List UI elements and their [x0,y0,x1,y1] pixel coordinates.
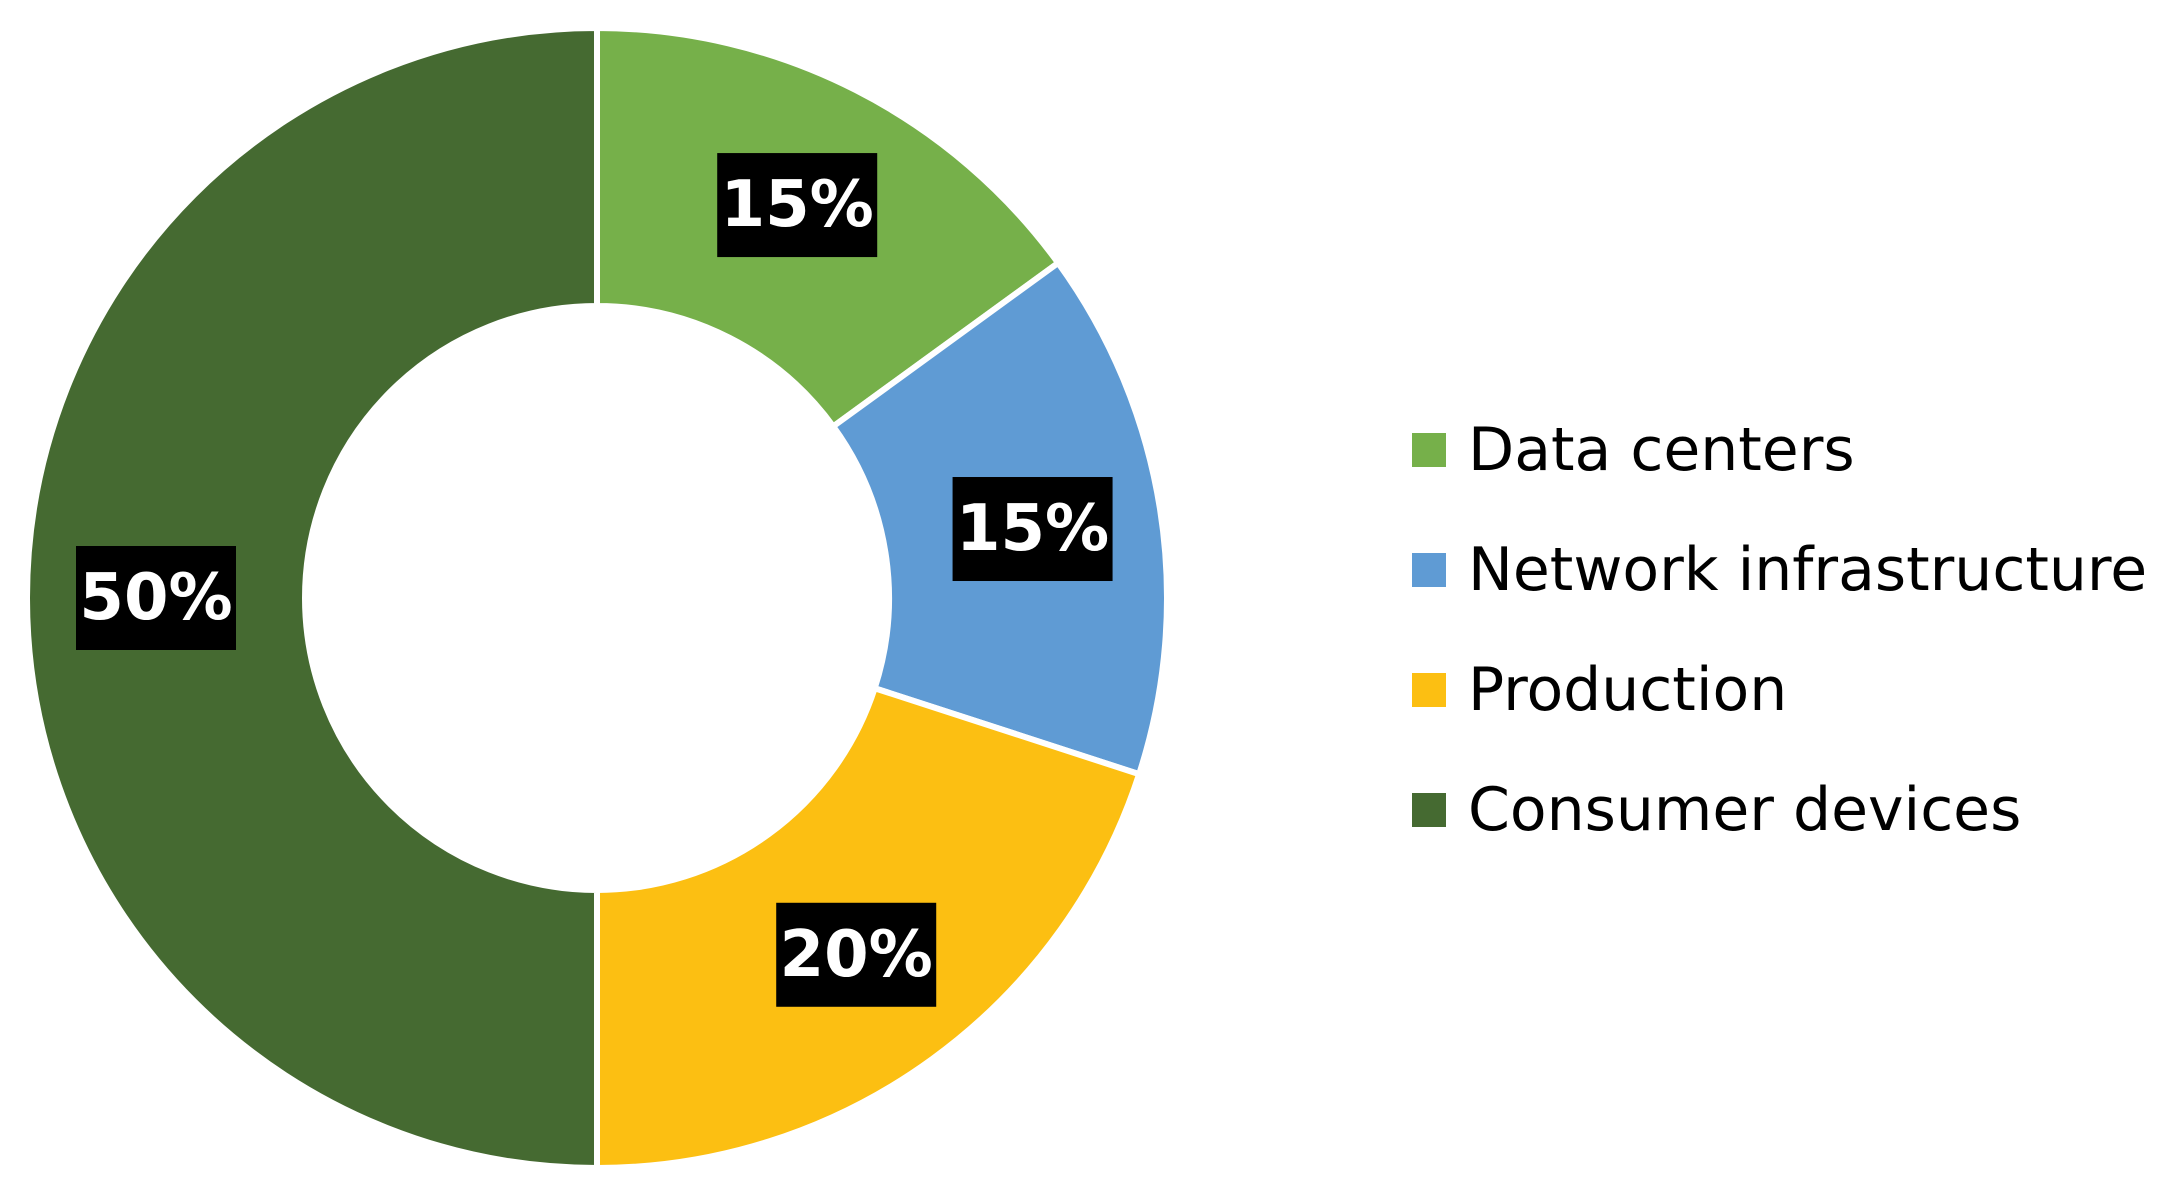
data-label-box [76,546,236,650]
data-label-text: 15% [721,168,874,242]
legend-item-network-infrastructure: Network infrastructure [1412,535,2147,605]
legend-label: Data centers [1468,415,1855,485]
legend-swatch [1412,793,1446,827]
data-label-text: 15% [956,492,1109,566]
data-label-text: 20% [780,918,933,992]
data-label-consumer-devices: 50% [76,546,236,650]
legend-swatch [1412,673,1446,707]
legend: Data centers Network infrastructure Produc… [1412,415,2147,845]
data-label-data-centers: 15% [717,153,878,258]
data-label-box [952,477,1113,582]
legend-item-data-centers: Data centers [1412,415,1855,485]
slice-consumer-devices [24,24,600,1172]
data-labels: 15% 15% 20% 50% [76,153,1113,1007]
legend-item-consumer-devices: Consumer devices [1412,775,2021,845]
legend-swatch [1412,553,1446,587]
data-label-network-infrastructure: 15% [952,477,1113,582]
data-label-box [717,153,878,258]
data-label-box [776,902,937,1007]
legend-label: Network infrastructure [1468,535,2147,605]
legend-label: Consumer devices [1468,775,2021,845]
data-label-production: 20% [776,902,937,1007]
legend-label: Production [1468,655,1787,725]
legend-item-production: Production [1412,655,1787,725]
data-label-text: 50% [79,561,232,635]
legend-swatch [1412,433,1446,467]
